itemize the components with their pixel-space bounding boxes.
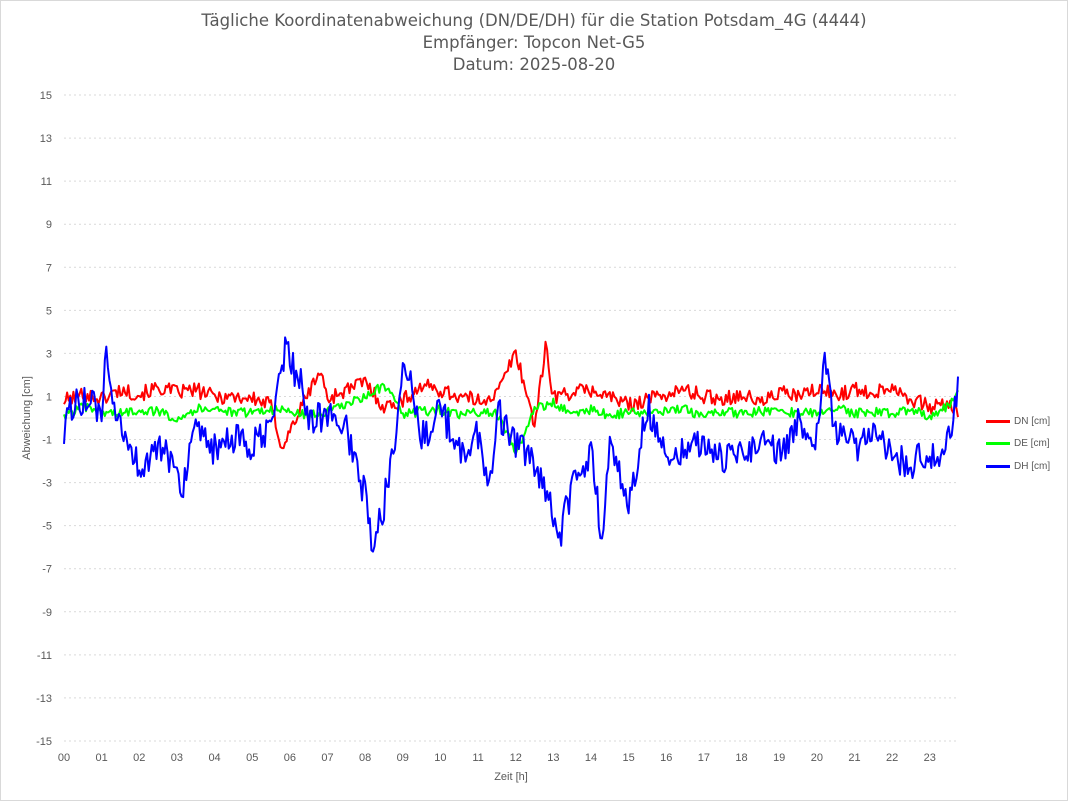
x-tick-label: 15 [623, 752, 635, 764]
legend-label-dh: DH [cm] [1014, 460, 1051, 472]
y-tick-label: -9 [42, 607, 52, 619]
gridlines [64, 94, 958, 742]
legend-item-dn: DN [cm] [986, 410, 1066, 433]
legend-item-de: DE [cm] [986, 433, 1066, 456]
y-tick-label: -5 [42, 521, 52, 533]
x-tick-label: 12 [510, 752, 522, 764]
y-axis-ticks: 15 13 11 9 7 5 3 1 -1 -3 -5 -7 -9 -11 -13 -15 [36, 90, 52, 748]
x-tick-label: 21 [848, 752, 860, 764]
chart-titles: Tägliche Koordinatenabweichung (DN/DE/DH… [0, 10, 1068, 76]
y-tick-label: 5 [46, 305, 52, 317]
legend: DN [cm] DE [cm] DH [cm] [986, 410, 1066, 478]
x-tick-label: 13 [547, 752, 559, 764]
legend-label-de: DE [cm] [1014, 438, 1050, 450]
y-tick-label: -3 [42, 478, 52, 490]
legend-label-dn: DN [cm] [1014, 415, 1051, 427]
y-tick-label: 1 [46, 391, 52, 403]
x-tick-label: 11 [472, 752, 483, 764]
y-tick-label: 3 [46, 348, 52, 360]
x-tick-label: 07 [321, 752, 333, 764]
x-tick-label: 16 [660, 752, 672, 764]
x-tick-label: 02 [133, 752, 145, 764]
series-line-dh [63, 336, 959, 553]
y-tick-label: 7 [46, 262, 52, 274]
x-tick-label: 10 [434, 752, 446, 764]
legend-swatch-dh [986, 464, 1010, 468]
x-tick-label: 19 [773, 752, 785, 764]
x-tick-label: 05 [246, 752, 258, 764]
y-tick-label: -1 [42, 435, 52, 447]
x-axis-label: Zeit [h] [494, 771, 528, 783]
x-tick-label: 18 [735, 752, 747, 764]
legend-swatch-dn [986, 419, 1010, 423]
series-lines [63, 336, 959, 553]
x-tick-label: 14 [585, 752, 597, 764]
series-line-dn [63, 340, 959, 450]
chart-subtitle-receiver: Empfänger: Topcon Net-G5 [422, 33, 646, 52]
x-tick-label: 04 [208, 752, 220, 764]
y-tick-label: 13 [40, 133, 52, 145]
y-tick-label: 9 [46, 219, 52, 231]
y-tick-label: 15 [40, 90, 52, 102]
y-tick-label: -15 [36, 736, 52, 748]
x-tick-label: 06 [284, 752, 296, 764]
x-tick-label: 01 [96, 752, 108, 764]
chart-subtitle-date: Datum: 2025-08-20 [452, 55, 616, 74]
x-tick-label: 00 [58, 752, 70, 764]
x-tick-label: 20 [811, 752, 823, 764]
x-tick-label: 03 [171, 752, 183, 764]
y-tick-label: -11 [37, 650, 52, 662]
x-tick-label: 22 [886, 752, 898, 764]
y-tick-label: 11 [41, 176, 52, 188]
chart-title: Tägliche Koordinatenabweichung (DN/DE/DH… [201, 11, 867, 30]
legend-swatch-de [986, 442, 1010, 446]
y-tick-label: -7 [42, 564, 52, 576]
x-tick-label: 23 [924, 752, 936, 764]
x-tick-label: 08 [359, 752, 371, 764]
series-line-de [63, 382, 959, 456]
y-tick-label: -13 [36, 693, 52, 705]
x-tick-label: 17 [698, 752, 710, 764]
x-tick-label: 09 [397, 752, 409, 764]
legend-item-dh: DH [cm] [986, 455, 1066, 478]
y-axis-label: Abweichung [cm] [21, 376, 33, 460]
x-axis-ticks: 00 01 02 03 04 05 06 07 08 09 10 11 12 13 14 15 16 17 18 19… [58, 752, 936, 764]
